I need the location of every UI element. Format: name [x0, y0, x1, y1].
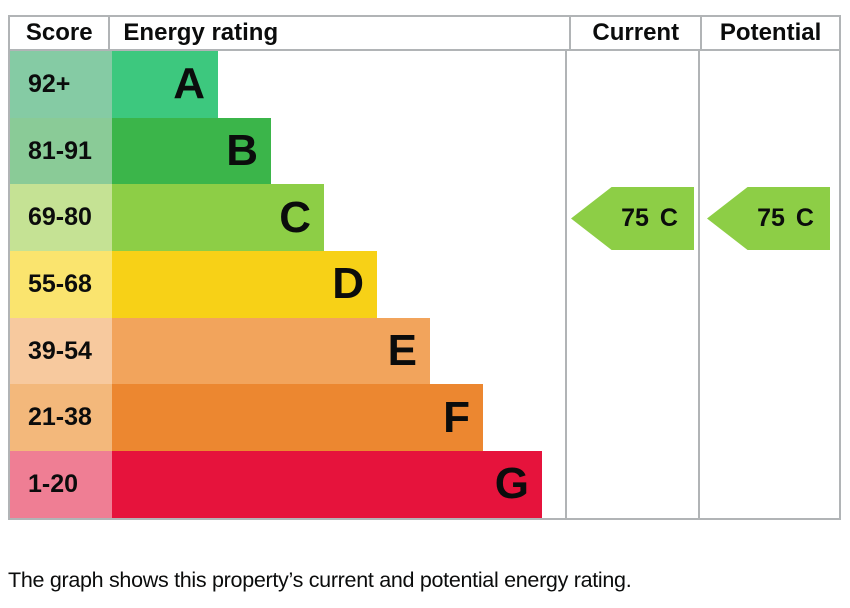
score-column-header: Score: [10, 17, 111, 49]
band-row-a: 92+ A: [10, 51, 839, 118]
current-rating-value: 75: [621, 204, 649, 232]
band-row-e: 39-54 E: [10, 317, 839, 385]
band-row-d: 55-68 D: [10, 251, 839, 318]
score-range-a: 92+: [10, 51, 112, 118]
score-range-d: 55-68: [10, 251, 112, 318]
band-bar-e: E: [112, 317, 430, 385]
potential-column-header: Potential: [719, 19, 822, 46]
current-column-divider: [565, 51, 567, 518]
band-bar-g: G: [112, 451, 542, 518]
band-row-b: 81-91 B: [10, 117, 839, 185]
band-row-c: 69-80 C: [10, 184, 839, 252]
potential-rating-value: 75: [757, 204, 785, 232]
epc-rating-chart: Score Energy rating Current Potential 92…: [8, 15, 841, 520]
chart-header-row: Score Energy rating Current Potential: [10, 17, 839, 51]
energy-rating-column-header: Energy rating: [110, 17, 572, 49]
band-bar-d: D: [112, 251, 377, 318]
potential-column-divider: [698, 51, 700, 518]
band-row-g: 1-20 G: [10, 451, 839, 518]
potential-rating-band: C: [795, 204, 814, 232]
band-bar-a: A: [112, 51, 218, 118]
chart-body: 92+ A 81-91 B 69-80 C 55-68 D 39-54 E 21…: [10, 51, 839, 518]
band-row-f: 21-38 F: [10, 384, 839, 452]
score-range-c: 69-80: [10, 184, 112, 252]
current-rating-band: C: [659, 204, 678, 232]
band-bar-c: C: [112, 184, 324, 252]
score-range-b: 81-91: [10, 117, 112, 185]
band-bar-f: F: [112, 384, 483, 452]
band-bar-b: B: [112, 117, 271, 185]
chart-caption: The graph shows this property’s current …: [8, 568, 632, 592]
score-range-e: 39-54: [10, 317, 112, 385]
score-range-g: 1-20: [10, 451, 112, 518]
current-column-header: Current: [571, 17, 703, 49]
score-range-f: 21-38: [10, 384, 112, 452]
